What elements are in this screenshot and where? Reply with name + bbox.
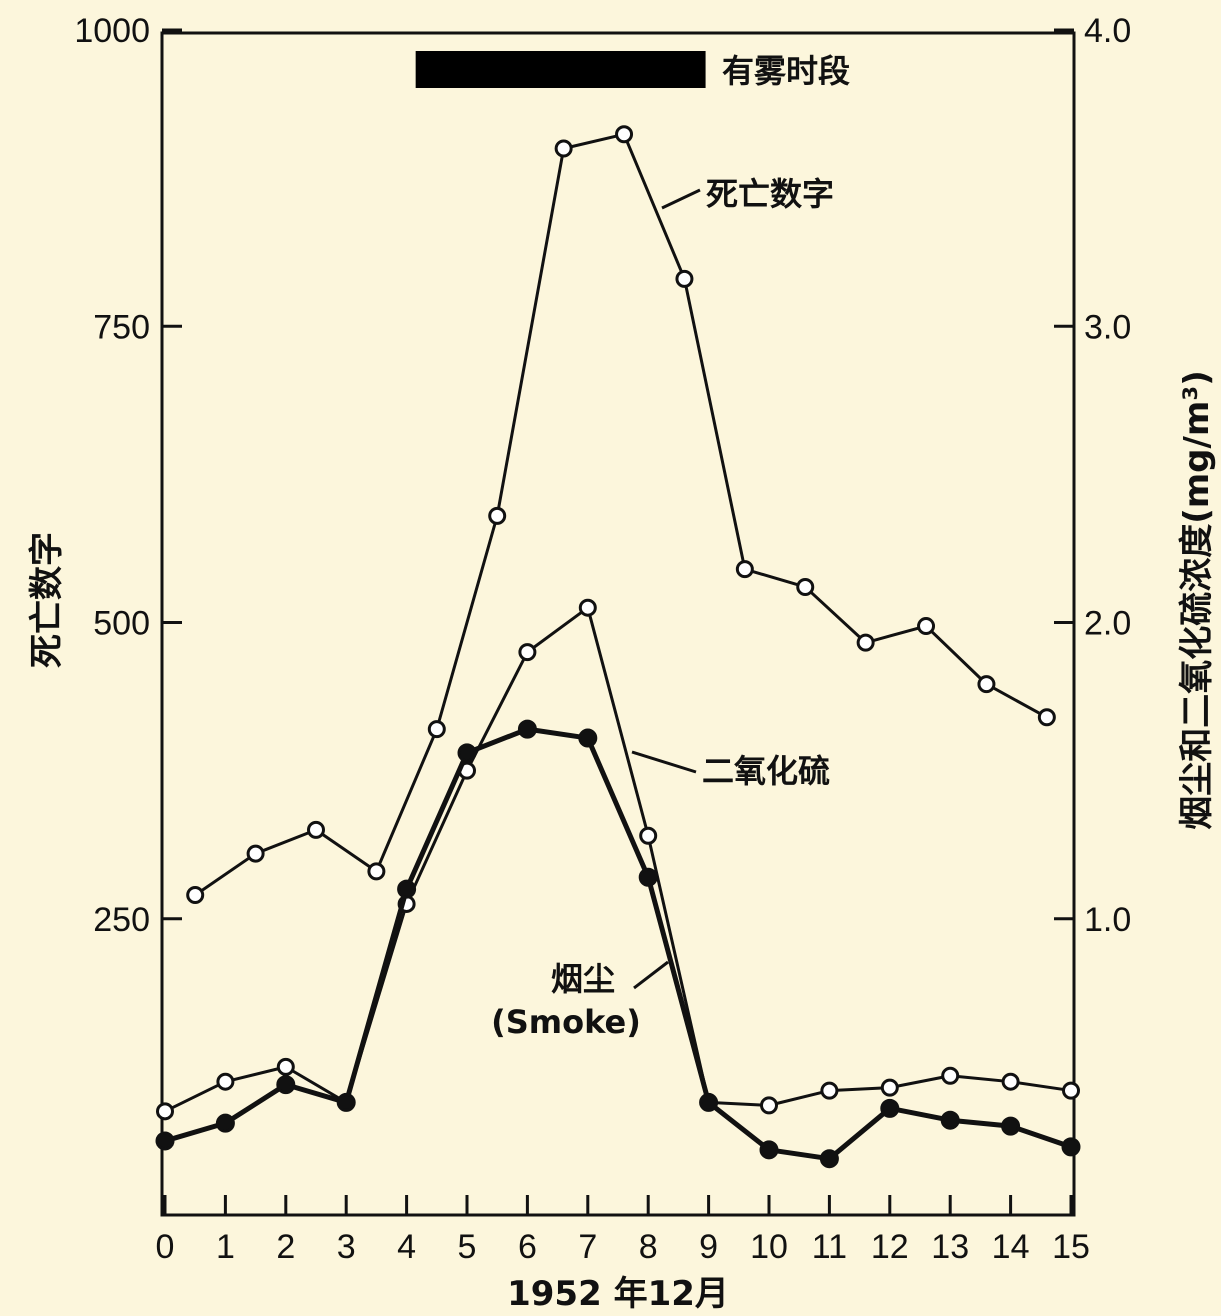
data-point-deaths: [427, 720, 446, 739]
data-point-so2: [880, 1078, 899, 1097]
smoke-annotation-cn: 烟尘: [551, 960, 615, 998]
left-y-tick-label: 750: [93, 308, 150, 346]
data-point-smoke: [215, 1113, 235, 1133]
x-tick-label: 15: [1052, 1228, 1090, 1266]
data-point-smoke: [336, 1092, 356, 1112]
data-point-smoke: [578, 728, 598, 748]
data-point-deaths: [796, 577, 815, 596]
data-point-smoke: [819, 1149, 839, 1169]
data-point-deaths: [675, 269, 694, 288]
left-y-tick-label: 1000: [74, 12, 150, 50]
x-tick-label: 0: [156, 1228, 175, 1266]
data-point-smoke: [638, 867, 658, 887]
x-tick-label: 14: [992, 1228, 1030, 1266]
so2-annotation: 二氧化硫: [702, 752, 830, 790]
data-point-smoke: [759, 1140, 779, 1160]
data-point-so2: [156, 1102, 174, 1121]
x-tick-label: 9: [699, 1228, 718, 1266]
data-point-so2: [820, 1081, 839, 1100]
data-point-so2: [941, 1066, 960, 1085]
data-point-deaths: [735, 560, 754, 579]
data-point-deaths: [554, 139, 573, 158]
x-axis: 0 1 2 3 4 5 6 7 8 9 10 11 12 13 14 15: [156, 1195, 1090, 1266]
data-point-smoke: [1001, 1116, 1021, 1136]
data-point-smoke: [880, 1098, 900, 1118]
data-point-deaths: [917, 617, 936, 636]
so2-leader: [631, 750, 697, 774]
deaths-annotation: 死亡数字: [706, 175, 834, 213]
x-tick-label: 3: [337, 1228, 356, 1266]
x-tick-label: 8: [639, 1228, 658, 1266]
data-point-deaths: [615, 125, 634, 144]
right-y-axis: 4.0 3.0 2.0 1.0: [1054, 12, 1131, 939]
left-y-tick-label: 250: [93, 901, 150, 939]
smoke-annotation-en: (Smoke): [491, 1003, 641, 1041]
data-point-deaths: [246, 844, 265, 863]
data-point-so2: [216, 1072, 235, 1091]
x-tick-label: 2: [276, 1228, 295, 1266]
series-line-deaths: [194, 132, 1048, 897]
x-tick-label: 6: [518, 1228, 537, 1266]
left-y-axis-title: 死亡数字: [27, 532, 67, 668]
left-y-axis: 1000 750 500 250: [74, 12, 182, 939]
x-tick-label: 4: [397, 1228, 416, 1266]
series-so2: [156, 598, 1080, 1121]
data-point-smoke: [457, 743, 477, 763]
right-y-tick-label: 3.0: [1084, 308, 1131, 346]
right-y-tick-label: 1.0: [1084, 901, 1131, 939]
series-line-so2: [164, 606, 1072, 1113]
data-point-smoke: [155, 1131, 175, 1151]
left-y-tick-label: 500: [93, 605, 150, 643]
data-point-so2: [578, 598, 597, 617]
deaths-leader: [661, 188, 701, 210]
data-point-so2: [518, 643, 537, 662]
series-deaths: [186, 125, 1056, 905]
data-point-deaths: [367, 862, 386, 881]
fog-period-bar: [415, 51, 706, 88]
data-point-deaths: [307, 820, 325, 839]
data-point-so2: [1062, 1081, 1080, 1100]
x-axis-title: 1952 年12月: [507, 1274, 729, 1314]
x-tick-label: 7: [578, 1228, 597, 1266]
x-tick-label: 10: [750, 1228, 788, 1266]
data-point-so2: [639, 826, 658, 845]
data-point-so2: [760, 1096, 778, 1115]
x-tick-label: 5: [458, 1228, 477, 1266]
data-point-deaths: [488, 506, 507, 525]
x-tick-label: 13: [931, 1228, 969, 1266]
right-y-tick-label: 4.0: [1084, 12, 1131, 50]
series-line-smoke: [164, 726, 1072, 1162]
data-point-deaths: [856, 633, 875, 652]
data-point-so2: [276, 1057, 295, 1076]
series-smoke: [155, 719, 1081, 1169]
data-point-deaths: [186, 886, 205, 905]
x-tick-label: 1: [216, 1228, 235, 1266]
smoke-leader: [633, 960, 669, 990]
data-point-smoke: [276, 1075, 296, 1095]
data-point-smoke: [699, 1092, 719, 1112]
data-point-smoke: [397, 879, 417, 899]
data-point-deaths: [977, 675, 996, 694]
data-point-deaths: [1037, 708, 1056, 727]
series-layer: [155, 125, 1081, 1169]
data-point-smoke: [1061, 1137, 1081, 1157]
data-point-smoke: [940, 1110, 960, 1130]
right-y-tick-label: 2.0: [1084, 605, 1131, 643]
x-tick-label: 12: [871, 1228, 909, 1266]
data-point-so2: [1001, 1072, 1020, 1091]
right-y-axis-title: 烟尘和二氧化硫浓度(mg/m³): [1177, 370, 1217, 830]
fog-period-label: 有雾时段: [722, 52, 850, 90]
data-point-smoke: [517, 719, 537, 739]
x-tick-label: 11: [812, 1228, 847, 1266]
